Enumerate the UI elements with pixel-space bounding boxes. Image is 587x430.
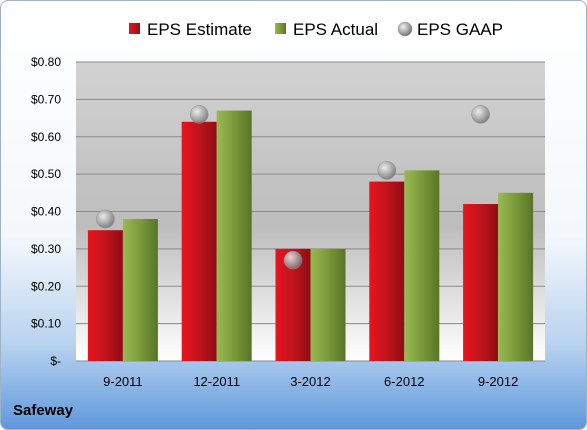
legend-label: EPS Actual [293,20,378,39]
y-tick-label: $0.80 [31,55,61,69]
y-tick-label: $0.10 [31,317,61,331]
x-tick-label: 9-2011 [103,374,143,389]
legend-swatch [397,21,413,37]
eps-gaap-marker [377,161,397,180]
x-tick-label: 6-2012 [384,374,424,389]
y-tick-label: $0.40 [31,205,61,219]
eps-gaap-marker [189,105,209,124]
legend-label: EPS Estimate [147,20,252,39]
legend-label: EPS GAAP [417,20,503,39]
eps-actual-bar [404,170,440,361]
company-name: Safeway [13,402,74,419]
eps-estimate-bar [369,181,405,361]
eps-actual-bar [310,248,346,361]
eps-estimate-bar [87,230,123,361]
eps-gaap-marker [283,250,303,270]
y-tick-label: $0.30 [31,242,61,256]
x-tick-label: 9-2012 [478,374,518,389]
y-tick-label: $0.20 [31,279,61,293]
legend-swatch [275,23,286,34]
y-tick-label: $0.70 [31,92,61,106]
x-tick-label: 12-2011 [193,374,240,389]
legend-swatch [129,23,140,34]
y-tick-label: $- [50,354,61,368]
x-tick-label: 3-2012 [290,374,330,389]
eps-estimate-bar [181,121,217,361]
eps-gaap-marker [471,105,490,124]
y-tick-label: $0.50 [31,167,61,181]
eps-actual-bar [122,218,158,361]
eps-estimate-bar [463,204,499,361]
eps-actual-bar [216,110,252,362]
y-tick-label: $0.60 [31,130,61,144]
eps-gaap-marker [96,209,115,229]
eps-actual-bar [498,192,534,361]
